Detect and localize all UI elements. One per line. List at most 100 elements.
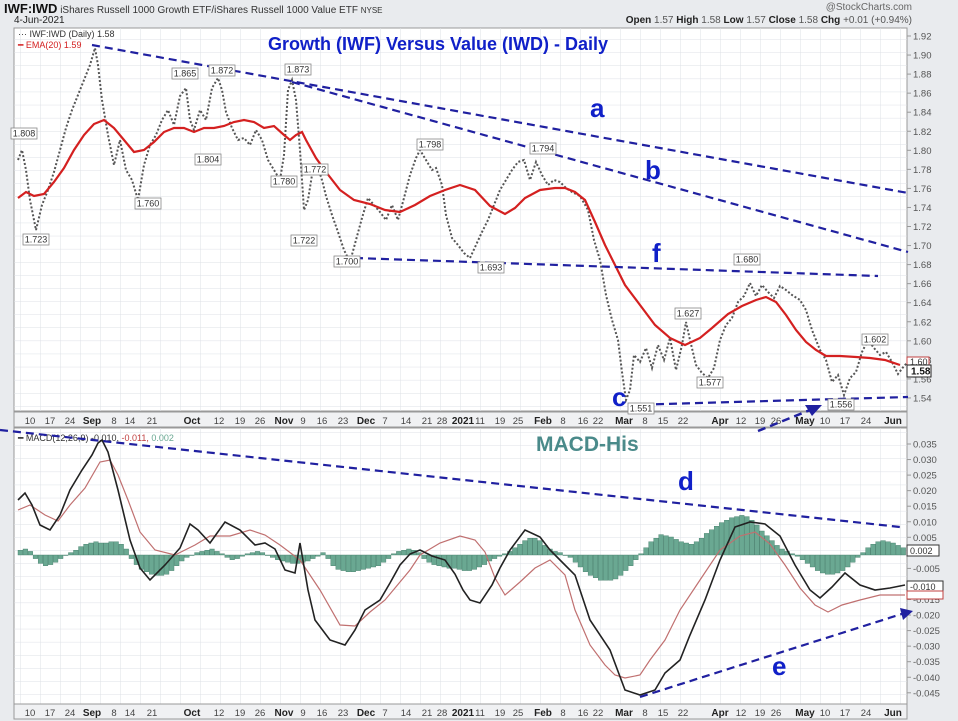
y-tick-label: 0.020 — [913, 486, 937, 497]
x-tick-label: Mar — [615, 416, 633, 427]
price-y-axis: 1.92 1.90 1.88 1.86 1.84 1.82 1.80 1.78 1.76 1.74… — [907, 32, 932, 404]
y-tick-label: 1.76 — [913, 184, 932, 195]
x-tick-label: 26 — [771, 416, 782, 427]
x-tick-label: 21 — [422, 416, 433, 427]
x-tick-label: 2021 — [452, 708, 475, 719]
x-tick-label: 25 — [513, 416, 524, 427]
trendlines — [0, 43, 909, 699]
x-tick-label: 21 — [147, 416, 158, 427]
x-tick-label: 28 — [437, 708, 448, 719]
ohlc-summary: Open 1.57 High 1.58 Low 1.57 Close 1.58 … — [626, 15, 912, 26]
x-tick-label: 26 — [255, 708, 266, 719]
x-tick-label: Oct — [184, 708, 201, 719]
trendline-e — [639, 610, 909, 699]
open-label: Open — [625, 15, 652, 26]
trendline-d — [0, 428, 901, 529]
x-tick-label: Jun — [884, 708, 902, 719]
x-tick-label: 21 — [422, 708, 433, 719]
macd-line — [17, 438, 906, 696]
x-tick-label: Apr — [711, 416, 728, 427]
x-tick-label: 17 — [840, 416, 851, 427]
point-label: 1.798 — [419, 140, 442, 150]
low-label: Low — [723, 15, 744, 26]
y-tick-label: 1.70 — [913, 241, 932, 252]
y-tick-label: 1.88 — [913, 70, 932, 81]
x-tick-label: 19 — [495, 416, 506, 427]
x-tick-label: 17 — [45, 416, 56, 427]
point-label: 1.700 — [336, 257, 359, 267]
y-tick-label: 1.86 — [913, 89, 932, 100]
symbol: IWF:IWD — [4, 1, 58, 16]
x-tick-label: 17 — [45, 708, 56, 719]
point-label: 1.794 — [532, 144, 555, 154]
trendline-f — [354, 256, 879, 278]
legend-price: ··· IWF:IWD (Daily) 1.58 — [18, 29, 115, 39]
chart-header: IWF:IWD iShares Russell 1000 Growth ETF/… — [4, 1, 383, 16]
x-tick-label: 10 — [820, 416, 831, 427]
x-axis-labels-bottom: 10 17 24 Sep 8 14 21 Oct 12 19 26 Nov 9 16 23 Dec 7 14 21 2… — [25, 708, 902, 719]
arrow-annotations — [757, 405, 913, 620]
annotation-b: b — [645, 155, 661, 185]
macd-histogram — [17, 515, 906, 581]
y-tick-label: 1.84 — [913, 108, 932, 119]
point-label: 1.808 — [13, 129, 36, 139]
x-tick-label: 8 — [560, 416, 565, 427]
current-macd-markers: 0.002 -0.010 — [906, 544, 944, 600]
x-tick-label: 8 — [642, 708, 647, 719]
x-tick-label: 11 — [475, 708, 485, 719]
y-tick-label: -0.020 — [913, 611, 940, 622]
svg-text:0.002: 0.002 — [910, 546, 933, 556]
y-tick-label: 1.60 — [913, 336, 932, 347]
current-price-marker: 1.60 1.58 — [906, 356, 932, 378]
point-label: 1.865 — [174, 69, 197, 79]
macd-y-axis: 0.0350.0300.0250.0200.0150.0100.0050.000… — [907, 440, 940, 699]
y-tick-label: -0.025 — [913, 626, 940, 637]
point-label: 1.577 — [699, 378, 722, 388]
annotation-c: c — [612, 382, 626, 412]
point-label: 1.602 — [864, 335, 887, 345]
high-label: High — [676, 15, 699, 26]
y-tick-label: 1.80 — [913, 146, 932, 157]
x-tick-label: 19 — [235, 708, 246, 719]
x-tick-label: 8 — [642, 416, 647, 427]
x-tick-label: 12 — [736, 708, 747, 719]
x-tick-label: Oct — [184, 416, 201, 427]
svg-text:1.58: 1.58 — [911, 367, 931, 378]
x-tick-label: 11 — [475, 416, 485, 427]
y-tick-label: 0.015 — [913, 502, 937, 513]
low-value: 1.57 — [746, 15, 766, 26]
x-tick-label: May — [795, 416, 815, 427]
y-tick-label: 1.54 — [913, 393, 932, 404]
y-tick-label: 0.005 — [913, 533, 937, 544]
x-tick-label: Feb — [534, 708, 552, 719]
x-tick-label: Nov — [275, 708, 294, 719]
x-tick-label: 2021 — [452, 416, 475, 427]
close-label: Close — [768, 15, 796, 26]
price-panel[interactable] — [13, 27, 908, 412]
x-tick-label: 19 — [495, 708, 506, 719]
symbol-description: iShares Russell 1000 Growth ETF/iShares … — [60, 5, 358, 16]
open-value: 1.57 — [654, 15, 674, 26]
x-tick-label: 14 — [125, 416, 136, 427]
point-label: 1.627 — [677, 309, 700, 319]
x-tick-label: 7 — [382, 416, 387, 427]
x-tick-label: 12 — [214, 708, 225, 719]
y-tick-label: 0.030 — [913, 455, 937, 466]
point-label: 1.693 — [480, 263, 503, 273]
x-tick-label: Sep — [83, 416, 101, 427]
y-tick-label: -0.030 — [913, 642, 940, 653]
point-label: 1.873 — [287, 65, 310, 75]
y-tick-label: -0.040 — [913, 673, 940, 684]
x-tick-label: 19 — [755, 416, 766, 427]
chg-label: Chg — [820, 15, 841, 26]
x-tick-label: 23 — [338, 708, 349, 719]
x-tick-label: 16 — [578, 708, 589, 719]
x-tick-label: 15 — [658, 708, 669, 719]
chart-date: 4-Jun-2021 — [14, 15, 65, 26]
x-tick-label: 12 — [214, 416, 225, 427]
price-line — [17, 47, 909, 404]
y-tick-label: 1.90 — [913, 51, 932, 62]
trendline-b — [291, 80, 909, 254]
point-label: 1.556 — [830, 400, 853, 410]
brand-label: @StockCharts.com — [825, 2, 912, 13]
